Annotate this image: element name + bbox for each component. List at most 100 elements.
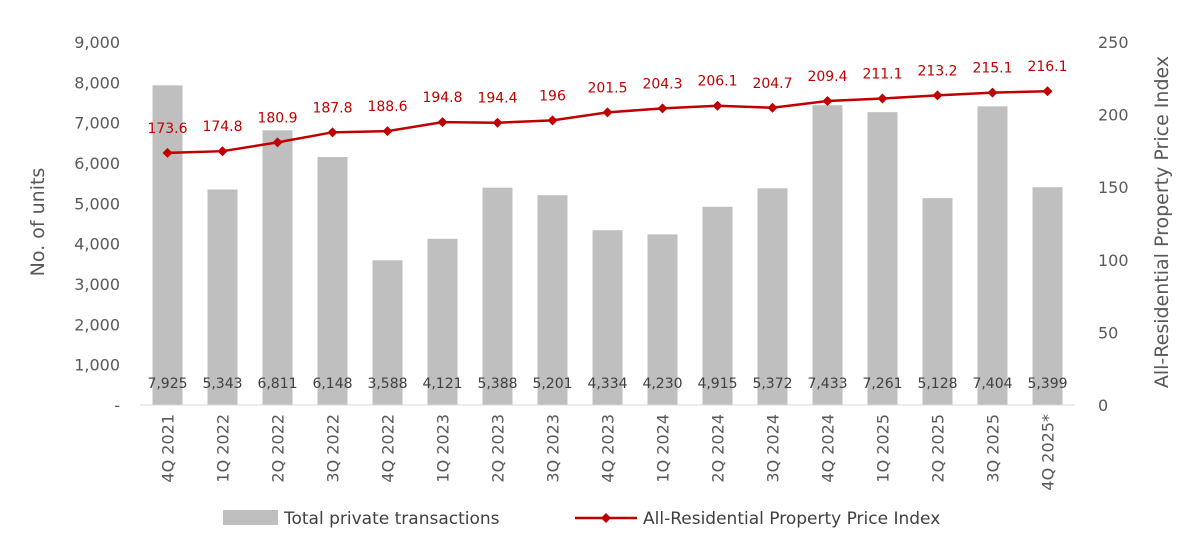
x-tick-label: 4Q 2023 (599, 414, 618, 483)
bar (867, 112, 898, 406)
price-index-data-label: 180.9 (257, 110, 297, 126)
bar (427, 238, 458, 405)
price-index-marker (272, 137, 283, 148)
price-index-data-label: 206.1 (697, 74, 737, 90)
y-axis-ticks: - 1,000 2,000 3,000 4,000 5,000 6,000 7,000 8,00… (74, 33, 120, 415)
y2-tick-label: 200 (1098, 106, 1129, 125)
price-index-data-label: 173.6 (147, 121, 187, 137)
bar (757, 188, 788, 405)
price-index-data-label: 194.4 (477, 91, 517, 107)
y2-axis-ticks: 0 50 100 150 200 250 (1098, 33, 1129, 415)
x-tick-label: 2Q 2023 (489, 414, 508, 483)
y2-tick-label: 100 (1098, 251, 1129, 270)
bar (152, 85, 183, 405)
price-index-marker (382, 126, 393, 137)
price-index-marker (492, 117, 503, 128)
y2-tick-label: 250 (1098, 33, 1129, 52)
x-tick-label: 3Q 2023 (544, 414, 563, 483)
bar-data-label: 4,334 (587, 376, 627, 392)
price-index-marker (602, 107, 613, 118)
y2-tick-label: 50 (1098, 323, 1118, 342)
price-index-marker (987, 87, 998, 98)
y-tick-label: 3,000 (74, 275, 120, 294)
x-tick-label: 1Q 2022 (214, 414, 233, 483)
y2-axis-title: All-Residential Property Price Index (1151, 56, 1173, 388)
bar-data-label: 3,588 (367, 376, 407, 392)
x-tick-label: 3Q 2025 (984, 414, 1003, 483)
bar-data-label: 5,343 (202, 376, 242, 392)
bar-data-label: 7,925 (147, 376, 187, 392)
line-series (162, 86, 1053, 158)
x-tick-label: 2Q 2022 (269, 414, 288, 483)
bar (647, 234, 678, 405)
x-tick-label: 3Q 2024 (764, 414, 783, 483)
legend-bar-swatch (223, 510, 278, 525)
x-axis-ticks: 4Q 2021 1Q 2022 2Q 2022 3Q 2022 4Q 2022 1Q 20… (159, 414, 1058, 491)
legend-line-label: All-Residential Property Price Index (643, 509, 940, 529)
y-tick-label: - (114, 396, 120, 415)
y-tick-label: 7,000 (74, 114, 120, 133)
y-axis-title: No. of units (27, 168, 49, 277)
bar-data-label: 4,915 (697, 376, 737, 392)
price-index-marker (547, 115, 558, 126)
price-index-marker (712, 100, 723, 111)
y-tick-label: 1,000 (74, 356, 120, 375)
bar-data-label: 5,399 (1027, 376, 1067, 392)
price-index-data-label: 194.8 (422, 90, 462, 106)
bar-data-label: 5,128 (917, 376, 957, 392)
x-tick-label: 3Q 2022 (324, 414, 343, 483)
bar-labels: 7,925 5,343 6,811 6,148 3,588 4,121 5,388 5,201… (147, 376, 1067, 392)
y-tick-label: 4,000 (74, 235, 120, 254)
price-index-data-label: 216.1 (1027, 59, 1067, 75)
line-labels: 173.6 174.8 180.9 187.8 188.6 194.8 194.4 196 20… (147, 59, 1067, 137)
y2-tick-label: 0 (1098, 396, 1108, 415)
price-index-data-label: 209.4 (807, 69, 847, 85)
bar (702, 206, 733, 405)
bar (317, 157, 348, 405)
bar-data-label: 4,230 (642, 376, 682, 392)
price-index-marker (657, 103, 668, 114)
price-index-data-label: 196 (539, 88, 566, 104)
x-tick-label: 2Q 2025 (929, 414, 948, 483)
legend-line-marker (601, 513, 611, 523)
bar (977, 106, 1008, 405)
bar (1032, 187, 1063, 405)
bar-data-label: 5,372 (752, 376, 792, 392)
bar (812, 105, 843, 405)
y2-tick-label: 150 (1098, 178, 1129, 197)
x-tick-label: 4Q 2022 (379, 414, 398, 483)
price-index-data-label: 211.1 (862, 66, 902, 82)
bar (922, 198, 953, 405)
bar (207, 189, 238, 405)
bar-data-label: 5,388 (477, 376, 517, 392)
price-index-marker (327, 127, 338, 138)
bar-data-label: 5,201 (532, 376, 572, 392)
y-tick-label: 2,000 (74, 315, 120, 334)
y-tick-label: 8,000 (74, 73, 120, 92)
price-index-data-label: 187.8 (312, 100, 352, 116)
price-index-line (167, 89, 1048, 155)
x-tick-label: 2Q 2024 (709, 414, 728, 483)
bar-data-label: 6,148 (312, 376, 352, 392)
price-index-marker (822, 95, 833, 106)
price-index-marker (932, 90, 943, 101)
bar (482, 187, 513, 405)
bar-data-label: 7,433 (807, 376, 847, 392)
y-tick-label: 9,000 (74, 33, 120, 52)
x-tick-label: 4Q 2024 (819, 414, 838, 483)
price-index-marker (877, 93, 888, 104)
bar (537, 195, 568, 405)
price-index-marker (217, 146, 228, 157)
price-index-data-label: 174.8 (202, 119, 242, 135)
bar-data-label: 4,121 (422, 376, 462, 392)
price-index-marker (767, 102, 778, 113)
price-index-data-label: 204.7 (752, 76, 792, 92)
bar (592, 230, 623, 405)
bar (262, 130, 293, 405)
bar-data-label: 7,261 (862, 376, 902, 392)
price-index-data-label: 215.1 (972, 61, 1012, 77)
x-tick-label: 4Q 2025* (1039, 414, 1058, 491)
price-index-data-label: 213.2 (917, 63, 957, 79)
y-tick-label: 6,000 (74, 154, 120, 173)
